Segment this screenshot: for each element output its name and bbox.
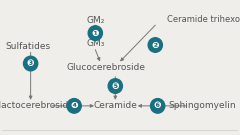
Text: Glucocerebroside: Glucocerebroside — [66, 63, 145, 72]
Ellipse shape — [148, 38, 162, 52]
Text: Sphingomyelin: Sphingomyelin — [168, 101, 236, 110]
Ellipse shape — [150, 99, 165, 113]
Ellipse shape — [24, 56, 38, 71]
Text: GM₂: GM₂ — [86, 16, 104, 25]
Text: ❷: ❷ — [151, 40, 159, 50]
Text: ❻: ❻ — [154, 101, 162, 110]
Text: ❶: ❶ — [91, 29, 99, 38]
Text: Sulfatides: Sulfatides — [6, 42, 51, 51]
Text: Ceramide: Ceramide — [93, 101, 137, 110]
Text: Galactocerebroside: Galactocerebroside — [0, 101, 75, 110]
Ellipse shape — [108, 79, 122, 93]
Text: GM₃: GM₃ — [86, 39, 104, 48]
Text: ❺: ❺ — [112, 82, 119, 91]
Text: Ceramide trihexoside: Ceramide trihexoside — [167, 15, 240, 24]
Text: ❹: ❹ — [70, 101, 78, 110]
Ellipse shape — [88, 26, 102, 40]
Ellipse shape — [67, 99, 81, 113]
Text: ❸: ❸ — [27, 59, 34, 68]
